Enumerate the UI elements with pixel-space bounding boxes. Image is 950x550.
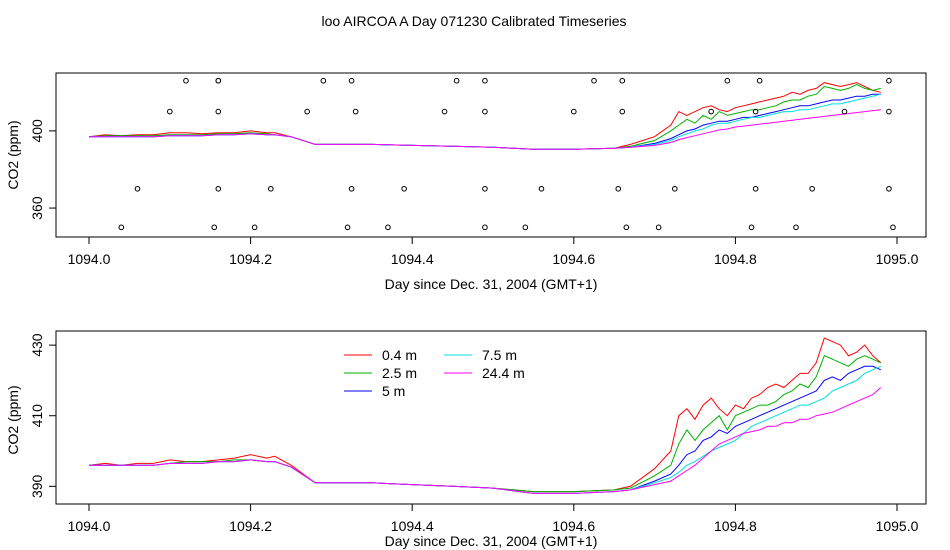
sample-marker xyxy=(441,108,448,115)
sample-marker xyxy=(348,185,355,192)
plot-frame-top xyxy=(55,72,927,238)
bottom-x-axis-title: Day since Dec. 31, 2004 (GMT+1) xyxy=(385,533,598,549)
sample-marker xyxy=(571,108,577,115)
sample-marker xyxy=(215,108,222,115)
sample-marker xyxy=(748,224,755,231)
legend-label: 2.5 m xyxy=(382,365,417,381)
sample-marker xyxy=(752,108,759,115)
bottom-x-tick-label: 1094.8 xyxy=(714,518,757,534)
top-x-axis-title: Day since Dec. 31, 2004 (GMT+1) xyxy=(385,276,598,292)
sample-marker xyxy=(167,108,173,115)
bottom-series-group xyxy=(88,337,882,494)
sample-marker xyxy=(615,185,622,192)
bottom-x-tick-label: 1094.2 xyxy=(229,518,272,534)
legend-label: 0.4 m xyxy=(382,347,417,363)
sample-marker xyxy=(655,224,662,231)
sample-marker xyxy=(401,185,407,192)
sample-marker xyxy=(183,77,189,84)
sample-marker xyxy=(304,108,310,115)
top-marker-group xyxy=(118,77,896,231)
top-x-axis: 1094.0 1094.2 1094.4 1094.6 1094.8 1095.0 xyxy=(68,237,919,267)
series-line-24-4-mm xyxy=(89,109,881,150)
legend-label: 7.5 m xyxy=(482,347,517,363)
sample-marker xyxy=(352,108,359,115)
series-line-2-5-mm xyxy=(89,355,882,493)
top-x-tick-label: 1095.0 xyxy=(876,251,919,267)
sample-marker xyxy=(752,185,759,192)
series-line-0-4-mm xyxy=(88,337,882,493)
top-x-tick-label: 1094.6 xyxy=(552,251,595,267)
sample-marker xyxy=(348,77,355,84)
bottom-y-tick-label: 430 xyxy=(29,333,45,357)
main-title: loo AIRCOA A Day 071230 Calibrated Times… xyxy=(321,13,626,29)
series-line-24-4-mm xyxy=(89,387,882,494)
series-line-5-mm xyxy=(89,93,881,150)
series-line-7-5-mm xyxy=(89,365,882,494)
sample-marker xyxy=(385,224,391,231)
sample-marker xyxy=(538,185,545,192)
sample-marker xyxy=(215,185,222,192)
top-x-tick-label: 1094.4 xyxy=(391,251,434,267)
sample-marker xyxy=(482,77,488,84)
sample-marker xyxy=(482,185,488,192)
sample-marker xyxy=(619,77,626,84)
sample-marker xyxy=(890,224,896,231)
top-x-tick-label: 1094.2 xyxy=(229,251,272,267)
sample-marker xyxy=(344,224,351,231)
sample-marker xyxy=(809,185,815,192)
sample-marker xyxy=(522,224,529,231)
sample-marker xyxy=(215,77,222,84)
top-y-tick-label: 400 xyxy=(29,119,45,143)
legend-label: 24.4 m xyxy=(482,365,525,381)
sample-marker xyxy=(482,108,488,115)
sample-marker xyxy=(724,77,731,84)
sample-marker xyxy=(320,77,327,84)
top-x-tick-label: 1094.0 xyxy=(68,251,111,267)
series-line-2-5-mm xyxy=(88,84,881,150)
series-line-5-mm xyxy=(89,365,882,494)
sample-marker xyxy=(793,224,799,231)
bottom-y-tick-label: 390 xyxy=(29,474,45,498)
sample-marker xyxy=(591,77,597,84)
sample-marker xyxy=(251,224,258,231)
legend: 0.4 m 2.5 m 5 m 7.5 m 24.4 m xyxy=(344,347,525,399)
bottom-x-axis: 1094.0 1094.2 1094.4 1094.6 1094.8 1095.0 xyxy=(68,504,919,534)
series-line-0-4-mm xyxy=(88,82,881,150)
sample-marker xyxy=(886,77,892,84)
sample-marker xyxy=(886,185,892,192)
sample-marker xyxy=(672,185,678,192)
top-y-axis: 360 400 xyxy=(29,119,56,220)
sample-marker xyxy=(118,224,125,231)
sample-marker xyxy=(453,77,460,84)
chart-bottom: 1094.0 1094.2 1094.4 1094.6 1094.8 1095.0 390… xyxy=(5,330,927,549)
sample-marker xyxy=(619,108,626,115)
sample-marker xyxy=(756,77,763,84)
chart-top: 1094.0 1094.2 1094.4 1094.6 1094.8 1095.0 360… xyxy=(5,72,927,292)
sample-marker xyxy=(623,224,630,231)
sample-marker xyxy=(482,224,488,231)
sample-marker xyxy=(708,108,714,115)
top-y-tick-label: 360 xyxy=(29,196,45,220)
bottom-y-axis: 390 410 430 xyxy=(29,333,56,498)
sample-marker xyxy=(841,108,848,115)
top-y-axis-title: CO2 (ppm) xyxy=(5,120,21,189)
legend-label: 5 m xyxy=(382,383,405,399)
top-series-group xyxy=(88,82,881,150)
bottom-y-tick-label: 410 xyxy=(29,404,45,428)
sample-marker xyxy=(268,185,274,192)
top-x-tick-label: 1094.8 xyxy=(714,251,757,267)
bottom-x-tick-label: 1094.6 xyxy=(552,518,595,534)
bottom-x-tick-label: 1094.4 xyxy=(391,518,434,534)
plot-frame-bottom xyxy=(55,330,927,505)
bottom-x-tick-label: 1095.0 xyxy=(876,518,919,534)
series-line-7-5-mm xyxy=(89,93,881,150)
sample-marker xyxy=(211,224,218,231)
bottom-x-tick-label: 1094.0 xyxy=(68,518,111,534)
bottom-y-axis-title: CO2 (ppm) xyxy=(5,385,21,454)
sample-marker xyxy=(134,185,141,192)
sample-marker xyxy=(886,108,892,115)
